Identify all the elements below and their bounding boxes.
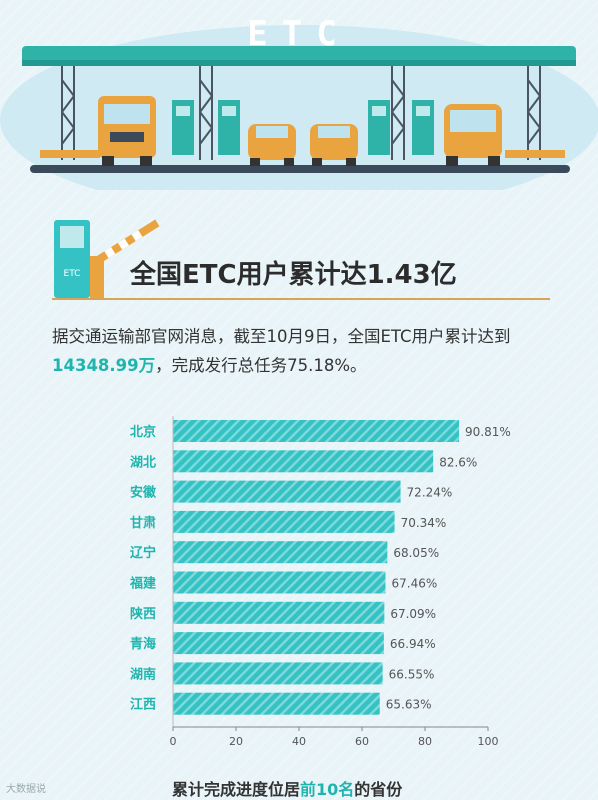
etc-kiosk-icon: ETC	[54, 219, 160, 298]
category-label: 陕西	[130, 606, 156, 622]
headline: 全国ETC用户累计达1.43亿	[130, 260, 457, 290]
x-tick-label: 0	[170, 735, 177, 748]
category-label: 福建	[129, 576, 156, 592]
caption-pre: 累计完成进度位居	[172, 780, 301, 799]
category-label: 安徽	[130, 485, 157, 501]
value-label: 90.81%	[465, 425, 511, 439]
intro-paragraph: 据交通运输部官网消息，截至10月9日，全国ETC用户累计达到 14348.99万，…	[52, 322, 572, 380]
category-label: 湖北	[130, 455, 156, 470]
value-label: 65.63%	[386, 698, 432, 712]
x-tick-label: 100	[478, 735, 499, 748]
bar	[173, 632, 384, 655]
intro-text-part2: ，完成发行总任务75.18%。	[155, 356, 367, 375]
caption-highlight: 前10名	[300, 780, 355, 799]
bar	[173, 480, 401, 503]
progress-bar-chart: 北京 90.81% 湖北 82.6% 安徽 72.24% 甘肃 70.34% 辽宁 68.05% 福…	[129, 416, 511, 748]
canopy-poles	[61, 66, 541, 160]
toll-plaza-illustration	[0, 25, 598, 190]
truck-icon	[98, 96, 156, 166]
banner-title: ETC	[247, 14, 351, 54]
watermark: 大数据说	[6, 784, 46, 795]
bar	[173, 541, 388, 564]
x-tick-label: 80	[418, 735, 432, 748]
chart-caption: 累计完成进度位居前10名的省份	[172, 776, 402, 800]
bar	[173, 692, 380, 715]
car-icon	[310, 124, 358, 166]
value-label: 66.94%	[390, 637, 436, 651]
category-label: 湖南	[130, 666, 156, 682]
bar	[173, 450, 434, 473]
headline-underline	[52, 298, 550, 300]
value-label: 68.05%	[393, 546, 439, 560]
kiosk-label: ETC	[64, 269, 81, 279]
value-label: 66.55%	[389, 667, 435, 681]
bar	[173, 662, 383, 685]
value-label: 70.34%	[401, 516, 447, 530]
bar	[173, 510, 395, 533]
category-label: 辽宁	[130, 545, 156, 561]
value-label: 82.6%	[439, 455, 477, 469]
intro-text-part1: 据交通运输部官网消息，截至10月9日，全国ETC用户累计达到	[52, 327, 511, 346]
bar	[173, 420, 460, 442]
caption-post: 的省份	[354, 780, 403, 799]
toll-booths	[172, 100, 434, 155]
x-tick-label: 20	[229, 735, 243, 748]
bar	[173, 571, 386, 594]
value-label: 72.24%	[407, 486, 453, 500]
category-label: 江西	[130, 697, 156, 713]
category-label: 北京	[130, 424, 156, 440]
value-label: 67.09%	[390, 607, 436, 621]
category-label: 青海	[130, 636, 156, 652]
x-tick-label: 40	[292, 735, 306, 748]
barrier-stripes	[40, 150, 565, 158]
car-icon	[248, 124, 296, 166]
value-label: 67.46%	[391, 577, 437, 591]
x-tick-label: 60	[355, 735, 369, 748]
intro-highlight: 14348.99万	[52, 356, 156, 375]
bus-icon	[444, 104, 502, 166]
category-label: 甘肃	[130, 515, 156, 531]
bar	[173, 601, 385, 624]
